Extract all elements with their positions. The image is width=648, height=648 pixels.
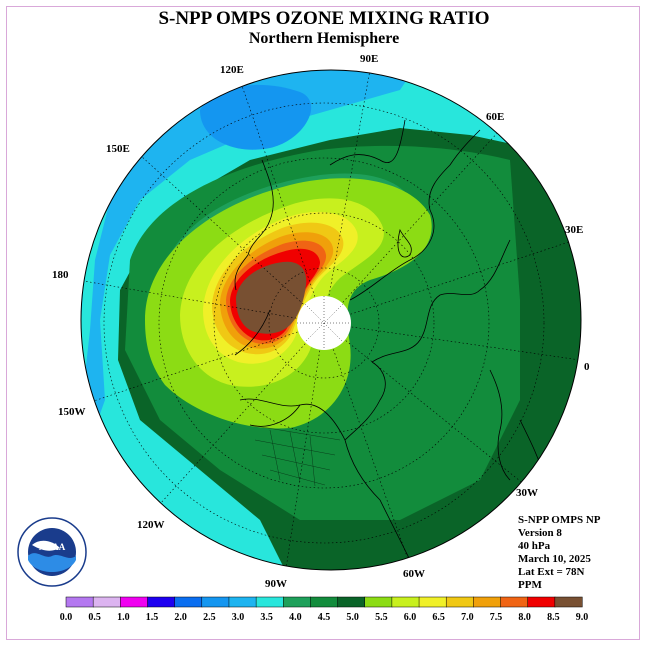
colorbar-tick-label: 4.5 [318, 612, 331, 623]
colorbar-swatch [228, 596, 257, 608]
colorbar-ticks: 0.0 0.5 1.0 1.5 2.0 2.5 3.0 3.5 4.0 4.5 5.0 5.5 6.0 6… [60, 612, 589, 623]
colorbar-tick-label: 7.5 [490, 612, 503, 623]
lon-label-150e: 150E [106, 143, 130, 155]
colorbar-tick-label: 5.5 [375, 612, 388, 623]
colorbar-tick-label: 5.0 [346, 612, 359, 623]
lon-label-150w: 150W [58, 406, 86, 418]
logo-text: NOAA [39, 542, 66, 552]
colorbar-swatches [65, 596, 583, 608]
colorbar-tick-label: 6.0 [404, 612, 417, 623]
colorbar-swatch [65, 596, 94, 608]
colorbar-tick-label: 6.5 [432, 612, 445, 623]
colorbar-swatch [310, 596, 339, 608]
colorbar-tick-label: 4.0 [289, 612, 302, 623]
field-9.0 [236, 261, 307, 334]
colorbar-swatch [120, 596, 149, 608]
colorbar-tick-label: 0.5 [88, 612, 101, 623]
colorbar-swatch [391, 596, 420, 608]
lon-label-180: 180 [52, 269, 69, 281]
colorbar-tick-label: 8.5 [547, 612, 560, 623]
pole-grid [297, 296, 351, 350]
colorbar-tick-label: 3.0 [232, 612, 245, 623]
info-version: Version 8 [518, 527, 562, 539]
figure-frame [6, 6, 640, 640]
lon-label-60w: 60W [403, 568, 425, 580]
colorbar-swatch [364, 596, 393, 608]
info-level: 40 hPa [518, 540, 551, 552]
lon-label-90w: 90W [265, 578, 287, 590]
map-subtitle: Northern Hemisphere [248, 30, 400, 47]
colorbar-tick-label: 0.0 [60, 612, 73, 623]
meridians [81, 70, 581, 570]
colorbar-tick-label: 1.5 [146, 612, 159, 623]
colorbar-swatch [174, 596, 203, 608]
lon-label-60e: 60E [486, 111, 504, 123]
colorbar-tick-label: 3.5 [260, 612, 273, 623]
colorbar-swatch [527, 596, 556, 608]
colorbar-swatch [201, 596, 230, 608]
colorbar-swatch [283, 596, 311, 608]
product-info: S-NPP OMPS NP Version 8 40 hPa March 10,… [518, 514, 601, 592]
lon-label-120e: 120E [220, 64, 244, 76]
info-units: PPM [518, 579, 542, 591]
noaa-logo: NOAA [17, 517, 87, 587]
state-borders [249, 424, 341, 487]
colorbar-tick-label: 8.0 [518, 612, 531, 623]
info-date: March 10, 2025 [518, 553, 591, 565]
field-2.5 [200, 84, 312, 150]
colorbar-swatch [147, 596, 176, 608]
colorbar-tick-label: 1.0 [117, 612, 130, 623]
colorbar-tick-label: 2.5 [203, 612, 216, 623]
lon-label-30w: 30W [516, 487, 538, 499]
lon-label-0: 0 [584, 361, 590, 373]
lon-label-30e: 30E [565, 224, 583, 236]
info-lat-ext: Lat Ext = 78N [518, 566, 585, 578]
lon-label-120w: 120W [137, 519, 165, 531]
colorbar-tick-label: 9.0 [576, 612, 589, 623]
colorbar-swatch [418, 596, 447, 608]
colorbar-swatch [337, 596, 366, 608]
colorbar-swatch [255, 596, 284, 608]
colorbar-swatch [554, 596, 583, 608]
globe-outline [80, 69, 582, 571]
colorbar-tick-label: 2.0 [174, 612, 187, 623]
colorbar-swatch [92, 596, 121, 608]
map-title: S-NPP OMPS OZONE MIXING RATIO [158, 8, 490, 29]
colorbar: 0.0 0.5 1.0 1.5 2.0 2.5 3.0 3.5 4.0 4.5 5.0 5.5 6.0 6… [60, 596, 589, 623]
info-product: S-NPP OMPS NP [518, 514, 601, 526]
latitude-circles [103, 102, 545, 544]
colorbar-swatch [500, 596, 529, 608]
colorbar-swatch [473, 596, 502, 608]
colorbar-tick-label: 7.0 [461, 612, 474, 623]
lon-label-90e: 90E [360, 53, 378, 65]
colorbar-swatch [445, 596, 474, 608]
